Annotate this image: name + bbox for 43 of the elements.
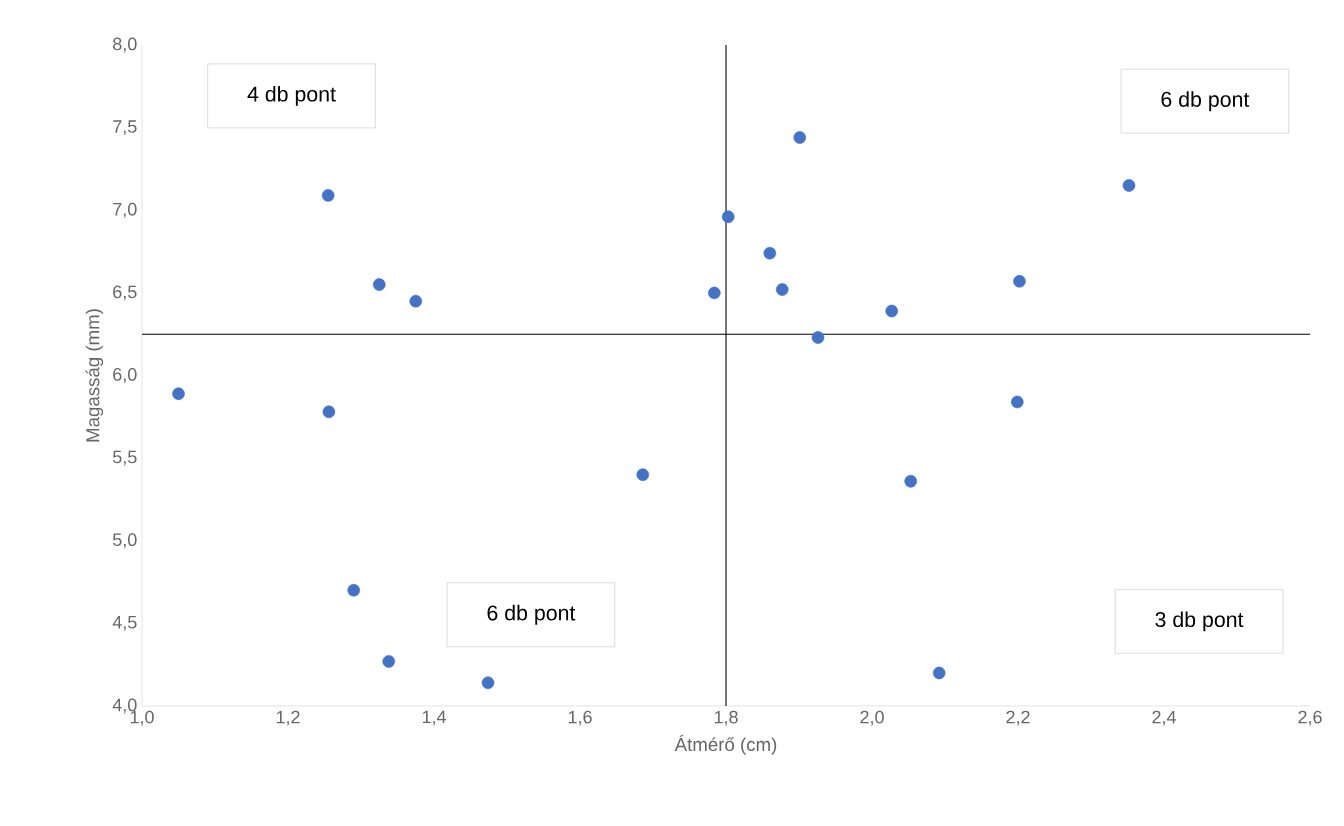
- point: [409, 294, 423, 308]
- x-axis-title: Átmérő (cm): [674, 734, 777, 755]
- point: [636, 468, 650, 481]
- point: [708, 286, 721, 300]
- point: [904, 474, 917, 488]
- y-tick-label: 5,5: [112, 450, 137, 466]
- x-tick-label: 1,4: [422, 710, 446, 726]
- point: [811, 331, 825, 344]
- point: [1122, 179, 1136, 192]
- point: [775, 283, 789, 296]
- y-tick-label: 4,5: [112, 616, 137, 631]
- x-tick-label: 1,6: [568, 710, 592, 726]
- x-tick-label: 2,6: [1298, 710, 1322, 726]
- x-tick-label: 2,4: [1152, 710, 1177, 726]
- point: [885, 304, 898, 318]
- point: [1013, 275, 1026, 288]
- point: [372, 278, 386, 291]
- point: [932, 666, 946, 680]
- y-axis-title: Magasság (mm): [85, 309, 104, 442]
- y-tick-label: 7,5: [113, 120, 137, 135]
- point: [347, 584, 360, 597]
- x-tick-label: 1,2: [276, 710, 300, 726]
- annotation: 6 db pont: [487, 604, 576, 625]
- y-tick-label: 8,0: [113, 37, 137, 53]
- point: [172, 387, 185, 400]
- annotation: 4 db pont: [247, 85, 336, 106]
- point: [321, 189, 335, 202]
- annotation: 3 db pont: [1155, 611, 1244, 632]
- y-tick-label: 7,0: [113, 202, 137, 218]
- x-tick-label: 1,8: [714, 710, 738, 726]
- y-tick-label: 5,0: [112, 533, 137, 549]
- x-tick-label: 2,0: [860, 710, 884, 726]
- y-tick-label: 6,0: [113, 368, 137, 383]
- annotation: 6 db pont: [1161, 91, 1250, 112]
- point: [1011, 395, 1024, 409]
- point: [322, 405, 336, 419]
- point: [721, 210, 735, 224]
- point: [763, 246, 777, 260]
- point: [793, 131, 807, 144]
- y-tick-label: 6,5: [113, 285, 137, 301]
- point: [481, 676, 495, 690]
- x-tick-label: 2,2: [1006, 710, 1030, 726]
- point: [382, 655, 396, 668]
